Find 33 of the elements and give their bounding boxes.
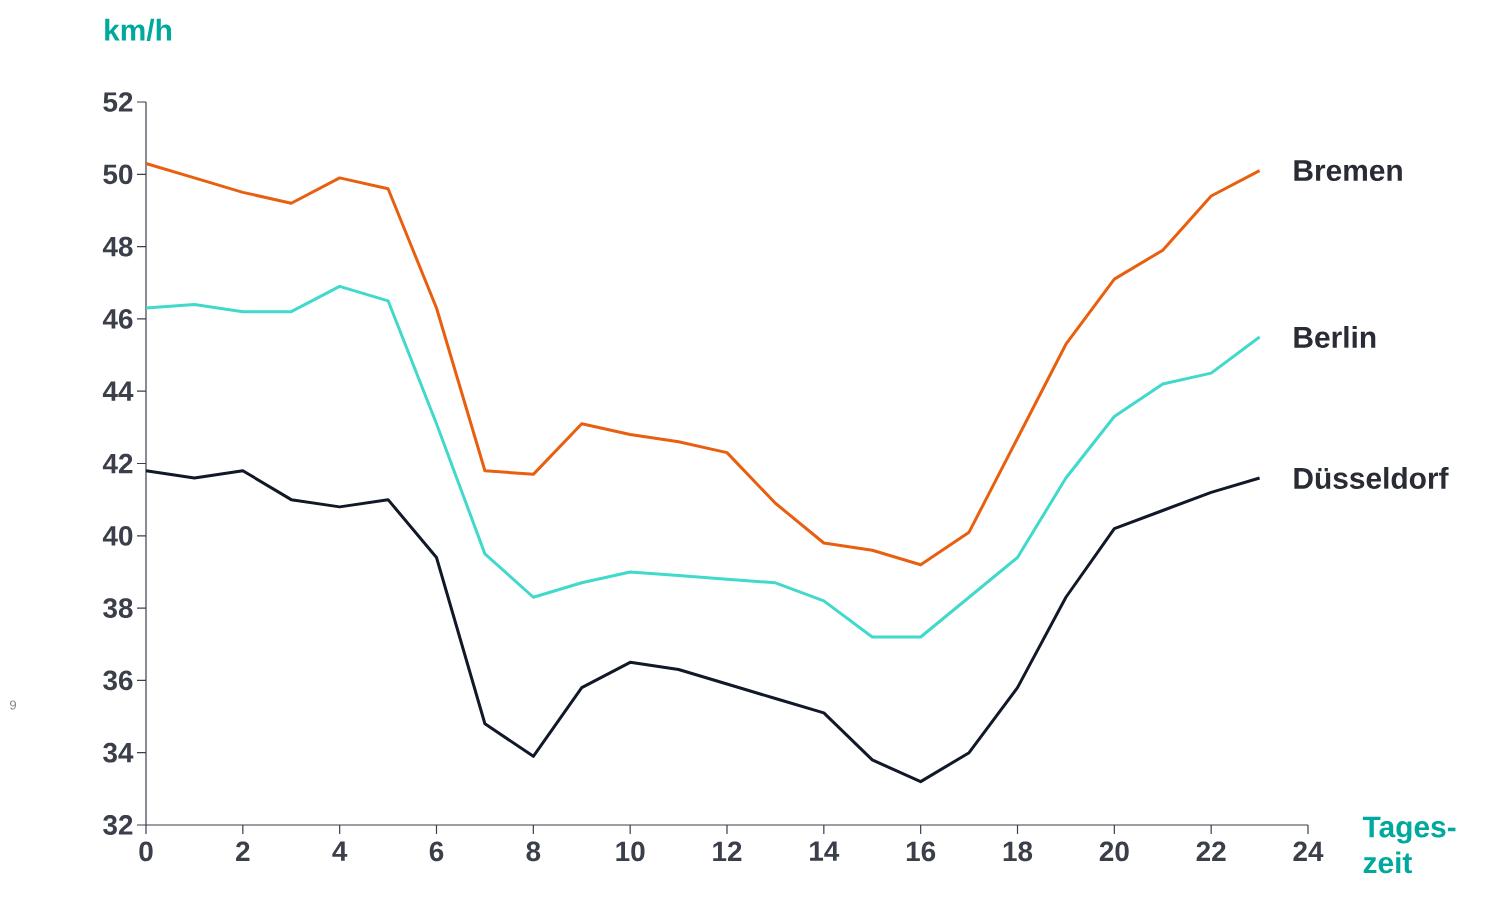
x-tick-label: 10 (616, 841, 645, 862)
x-tick-label: 18 (1003, 841, 1033, 862)
y-tick-label: 42 (102, 453, 133, 474)
x-tick-label: 8 (526, 841, 541, 862)
line-series (144, 284, 1262, 639)
x-tick-label: 20 (1099, 841, 1129, 862)
x-tick-label: 6 (429, 841, 444, 862)
x-tick-label: 4 (332, 841, 348, 861)
y-tick-label: 36 (103, 670, 133, 691)
y-axis-title: km/h (105, 18, 172, 42)
series-label: Bremen (1294, 160, 1402, 182)
x-tick-label: 0 (139, 841, 153, 862)
x-tick-label: 2 (236, 841, 250, 861)
x-axis-title: Tages- zeit (1362, 816, 1456, 874)
x-tick-label: 12 (713, 841, 742, 861)
x-tick-label: 22 (1196, 841, 1226, 861)
y-tick-label: 46 (102, 309, 133, 329)
y-tick-label: 44 (102, 381, 134, 401)
text: 9 (10, 700, 16, 710)
x-tick-label: 16 (906, 841, 936, 862)
series-label: Berlin (1294, 326, 1376, 348)
line-series (144, 469, 1262, 784)
y-tick-label: 50 (103, 164, 133, 185)
x-tick-label: 24 (1293, 841, 1324, 861)
line-series (144, 161, 1262, 567)
series-label: Düsseldorf (1294, 466, 1449, 489)
y-tick-label: 40 (102, 525, 133, 546)
x-tick-label: 14 (810, 841, 840, 861)
y-tick-label: 32 (103, 815, 133, 835)
y-tick-label: 34 (103, 742, 134, 763)
y-tick-label: 38 (103, 598, 133, 618)
y-tick-label: 52 (103, 92, 133, 112)
y-tick-label: 48 (102, 236, 133, 257)
